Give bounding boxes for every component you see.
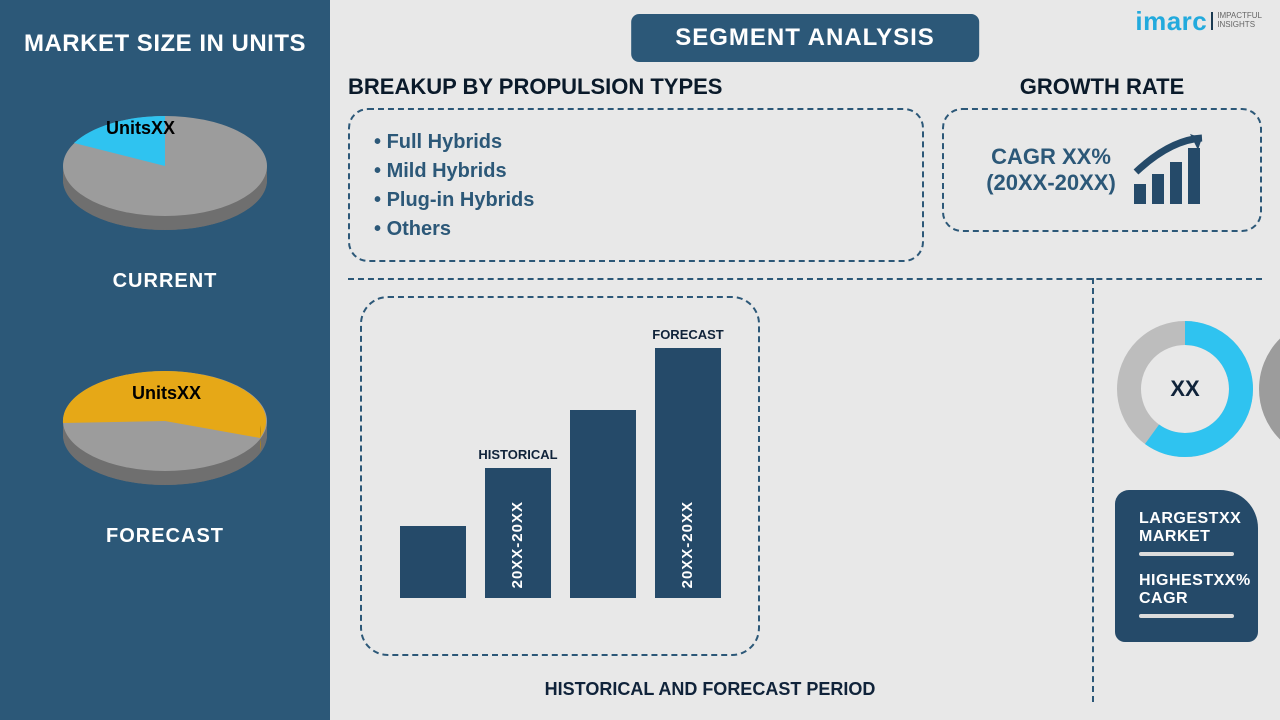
info-label-2: HIGHEST CAGR bbox=[1139, 572, 1214, 608]
page-title: SEGMENT ANALYSIS bbox=[631, 14, 979, 62]
main-area: imarc IMPACTFUL INSIGHTS SEGMENT ANALYSI… bbox=[330, 0, 1280, 720]
row-top: BREAKUP BY PROPULSION TYPES Full Hybrids… bbox=[348, 74, 1262, 262]
info-row-2: HIGHEST CAGR XX% bbox=[1139, 572, 1234, 618]
logo-text: imarc bbox=[1135, 6, 1207, 37]
info-value-1: XX bbox=[1219, 510, 1241, 546]
breakup-list: Full Hybrids Mild Hybrids Plug-in Hybrid… bbox=[374, 128, 898, 244]
growth-title: GROWTH RATE bbox=[1020, 74, 1185, 100]
pie-forecast-block: UnitsXX FORECAST bbox=[50, 343, 280, 548]
donut-2-center: XX% bbox=[1255, 314, 1280, 464]
right-bottom: XX XX% LARGEST MARKET XX HIGHEST bbox=[1115, 300, 1258, 700]
list-item: Mild Hybrids bbox=[374, 157, 898, 186]
bar-1 bbox=[400, 526, 466, 598]
pie-current-label: CURRENT bbox=[113, 270, 218, 293]
list-item: Full Hybrids bbox=[374, 128, 898, 157]
donut-1: XX bbox=[1115, 319, 1255, 459]
breakup-title: BREAKUP BY PROPULSION TYPES bbox=[348, 74, 924, 100]
hist-chart: 20XX-20XX HISTORICAL 20XX-20XX FORECAST bbox=[390, 318, 730, 598]
info-card: LARGEST MARKET XX HIGHEST CAGR XX% bbox=[1115, 490, 1258, 642]
donut-row: XX XX% bbox=[1115, 314, 1258, 464]
pie-current-block: UnitsXX CURRENT bbox=[50, 88, 280, 293]
growth-icon bbox=[1130, 132, 1218, 208]
bar-4-vtext: 20XX-20XX bbox=[679, 501, 696, 588]
divider-vertical bbox=[1092, 278, 1094, 702]
hist-caption: HISTORICAL AND FORECAST PERIOD bbox=[360, 679, 1060, 700]
sidebar: MARKET SIZE IN UNITS UnitsXX CURRENT bbox=[0, 0, 330, 720]
pie-current: UnitsXX bbox=[50, 88, 280, 248]
bar-2-top: HISTORICAL bbox=[468, 447, 568, 462]
bar-2: 20XX-20XX bbox=[485, 468, 551, 598]
hist-box: 20XX-20XX HISTORICAL 20XX-20XX FORECAST bbox=[360, 296, 760, 656]
growth-box: CAGR XX%(20XX-20XX) bbox=[942, 108, 1262, 232]
list-item: Others bbox=[374, 215, 898, 244]
pie-forecast-label: FORECAST bbox=[106, 525, 224, 548]
info-line-1 bbox=[1139, 552, 1234, 556]
logo-tagline: IMPACTFUL INSIGHTS bbox=[1211, 12, 1262, 30]
info-row-1: LARGEST MARKET XX bbox=[1139, 510, 1234, 556]
bar-4-top: FORECAST bbox=[638, 327, 738, 342]
pie-forecast: UnitsXX bbox=[50, 343, 280, 503]
pie-current-units: UnitsXX bbox=[106, 118, 175, 139]
info-label-1: LARGEST MARKET bbox=[1139, 510, 1219, 546]
breakup-box: Full Hybrids Mild Hybrids Plug-in Hybrid… bbox=[348, 108, 924, 262]
bar-2-vtext: 20XX-20XX bbox=[509, 501, 526, 588]
bar-4: 20XX-20XX bbox=[655, 348, 721, 598]
growth-section: GROWTH RATE CAGR XX%(20XX-20XX) bbox=[942, 74, 1262, 262]
info-line-2 bbox=[1139, 614, 1234, 618]
donut-2: XX% bbox=[1255, 314, 1280, 464]
logo: imarc IMPACTFUL INSIGHTS bbox=[1135, 6, 1262, 37]
pie-forecast-units: UnitsXX bbox=[132, 383, 201, 404]
donut-1-center: XX bbox=[1115, 319, 1255, 459]
breakup-section: BREAKUP BY PROPULSION TYPES Full Hybrids… bbox=[348, 74, 924, 262]
list-item: Plug-in Hybrids bbox=[374, 186, 898, 215]
sidebar-heading: MARKET SIZE IN UNITS bbox=[24, 30, 306, 58]
divider-horizontal bbox=[348, 278, 1262, 280]
cagr-text: CAGR XX%(20XX-20XX) bbox=[986, 144, 1116, 197]
bar-3 bbox=[570, 410, 636, 598]
info-value-2: XX% bbox=[1214, 572, 1251, 608]
